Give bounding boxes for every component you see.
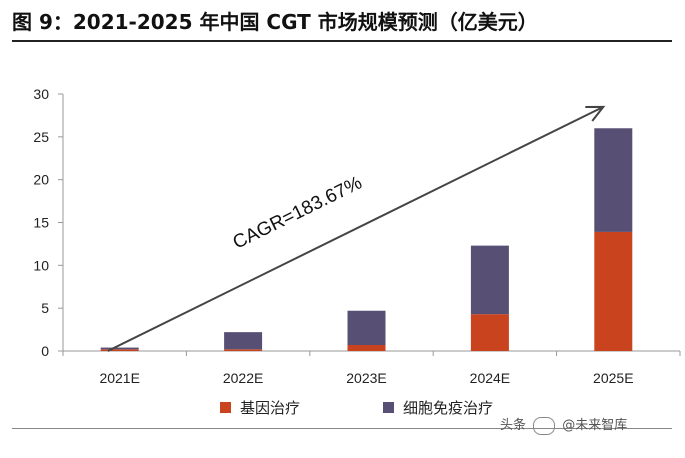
x-tick-label: 2025E xyxy=(593,370,633,386)
bar-gene-therapy xyxy=(470,314,509,351)
wechat-icon xyxy=(533,416,556,435)
x-tick-label: 2022E xyxy=(223,370,263,386)
y-tick-label: 5 xyxy=(41,300,49,316)
cagr-annotation-label: CAGR=183.67% xyxy=(230,172,366,253)
bar-gene-therapy xyxy=(100,349,139,351)
watermark-text-b: @未来智库 xyxy=(562,418,628,433)
chart-title: 图 9：2021-2025 年中国 CGT 市场规模预测（亿美元） xyxy=(12,10,538,34)
cagr-arrow-line xyxy=(107,105,604,352)
y-tick-label: 10 xyxy=(33,257,49,273)
bar-cell-immunotherapy xyxy=(224,332,263,350)
watermark: 头条 @未来智库 xyxy=(500,414,627,435)
bottom-divider xyxy=(12,428,672,429)
bar-gene-therapy xyxy=(224,349,263,351)
legend-swatch xyxy=(383,402,394,413)
bar-cell-immunotherapy xyxy=(594,128,633,232)
title-bar: 图 9：2021-2025 年中国 CGT 市场规模预测（亿美元） xyxy=(0,0,685,44)
legend-label: 基因治疗 xyxy=(240,399,300,417)
bar-cell-immunotherapy xyxy=(470,245,509,315)
y-tick-label: 30 xyxy=(33,86,49,102)
x-tick-label: 2021E xyxy=(99,370,139,386)
watermark-text-a: 头条 xyxy=(500,418,527,433)
title-divider xyxy=(12,40,672,42)
y-tick-label: 0 xyxy=(41,343,49,359)
legend-label: 细胞免疫治疗 xyxy=(403,399,493,417)
y-tick-label: 25 xyxy=(33,129,49,145)
bar-cell-immunotherapy xyxy=(347,310,386,346)
bar-gene-therapy xyxy=(347,345,386,351)
bar-cell-immunotherapy xyxy=(100,347,139,350)
x-tick-label: 2023E xyxy=(346,370,386,386)
legend-swatch xyxy=(220,402,231,413)
bar-gene-therapy xyxy=(594,231,633,351)
cagr-arrow-head xyxy=(585,105,606,122)
y-tick-label: 20 xyxy=(33,172,49,188)
x-tick-label: 2024E xyxy=(470,370,510,386)
y-tick-label: 15 xyxy=(33,215,49,231)
